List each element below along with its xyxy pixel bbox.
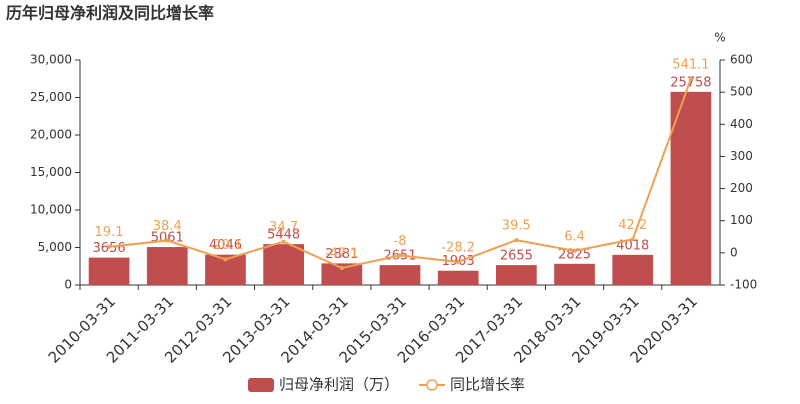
line-point [688, 76, 693, 81]
y-tick-label: 30,000 [30, 53, 72, 67]
bar-value-label: 5448 [267, 228, 300, 243]
bar [88, 257, 130, 285]
line-point [630, 237, 635, 242]
bar [437, 270, 479, 285]
bar [554, 263, 595, 285]
legend-label: 归母净利润（万） [279, 376, 399, 394]
bar [263, 244, 304, 285]
bar-value-label: 2655 [500, 249, 533, 264]
y2-tick-label: 300 [730, 149, 753, 163]
y-tick-label: 5,000 [38, 240, 72, 254]
line-value-label: -47.1 [325, 246, 359, 261]
bar [321, 263, 363, 285]
line-point [223, 257, 228, 262]
line-value-label: 6.4 [564, 229, 585, 244]
line-value-label: -28.2 [441, 240, 475, 255]
y-tick-label: 0 [64, 278, 72, 292]
line-point [398, 253, 402, 258]
bar-value-label: 4018 [616, 238, 649, 253]
line-value-label: 39.5 [502, 219, 531, 234]
legend-swatch [248, 378, 274, 392]
y-tick-label: 10,000 [30, 203, 72, 217]
y2-tick-label: 0 [730, 245, 738, 259]
bar-value-label: 25758 [670, 75, 711, 90]
y2-tick-label: 500 [730, 85, 753, 99]
line-value-label: 38.4 [153, 219, 182, 234]
bar-value-label: 2825 [558, 247, 591, 262]
line-value-label: -8 [394, 234, 407, 249]
y-tick-label: 20,000 [30, 128, 72, 142]
line-point [281, 239, 286, 244]
line-value-label: 19.1 [95, 225, 124, 240]
bar [496, 265, 537, 285]
bar [379, 265, 421, 285]
line-point [514, 238, 519, 243]
y-tick-label: 15,000 [30, 165, 72, 179]
legend-label: 同比增长率 [450, 376, 525, 394]
legend-marker [426, 379, 438, 391]
line-point [456, 259, 461, 264]
y2-tick-label: -100 [730, 278, 757, 292]
y-tick-label: 25,000 [30, 90, 72, 104]
line-point [107, 244, 112, 249]
bar [146, 247, 188, 285]
y2-tick-label: 600 [730, 53, 753, 67]
line-point [165, 238, 170, 243]
line-point [572, 248, 577, 253]
bar-value-label: 4046 [209, 238, 242, 253]
bar [612, 254, 654, 285]
y2-axis-label: % [714, 31, 725, 45]
y2-tick-label: 100 [730, 213, 753, 227]
chart-title: 历年归母净利润及同比增长率 [6, 4, 214, 23]
line-value-label: 42.2 [618, 218, 647, 233]
y2-tick-label: 200 [730, 181, 753, 195]
line-value-label: 541.1 [672, 57, 709, 72]
y2-tick-label: 400 [730, 117, 753, 131]
line-value-label: 34.7 [269, 220, 298, 235]
bar-value-label: 2881 [325, 247, 358, 262]
bar [670, 91, 712, 285]
line-value-label: -20.1 [209, 238, 243, 253]
line-point [339, 265, 344, 270]
